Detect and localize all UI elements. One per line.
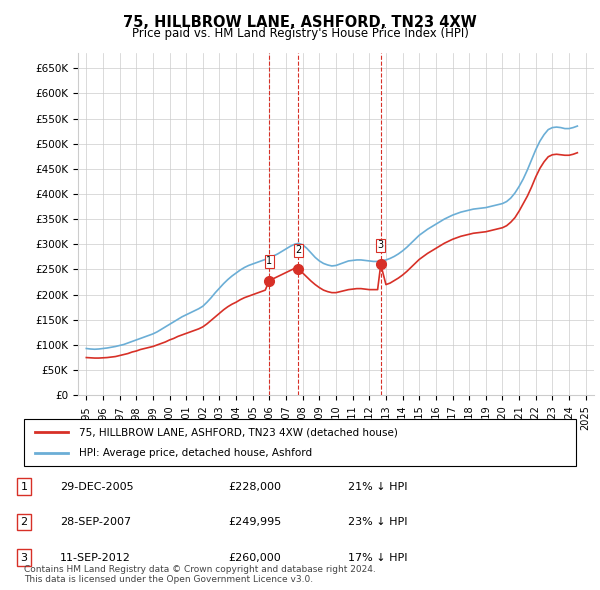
Text: 75, HILLBROW LANE, ASHFORD, TN23 4XW (detached house): 75, HILLBROW LANE, ASHFORD, TN23 4XW (de… [79, 427, 398, 437]
FancyBboxPatch shape [24, 419, 576, 466]
Text: Price paid vs. HM Land Registry's House Price Index (HPI): Price paid vs. HM Land Registry's House … [131, 27, 469, 40]
Text: 21% ↓ HPI: 21% ↓ HPI [348, 482, 407, 491]
Text: 28-SEP-2007: 28-SEP-2007 [60, 517, 131, 527]
Text: 75, HILLBROW LANE, ASHFORD, TN23 4XW: 75, HILLBROW LANE, ASHFORD, TN23 4XW [123, 15, 477, 30]
Text: 3: 3 [378, 240, 384, 250]
Text: 11-SEP-2012: 11-SEP-2012 [60, 553, 131, 562]
Text: £260,000: £260,000 [228, 553, 281, 562]
Text: HPI: Average price, detached house, Ashford: HPI: Average price, detached house, Ashf… [79, 448, 313, 458]
Text: 2: 2 [295, 245, 302, 255]
Text: 23% ↓ HPI: 23% ↓ HPI [348, 517, 407, 527]
Text: 17% ↓ HPI: 17% ↓ HPI [348, 553, 407, 562]
Text: 1: 1 [20, 482, 28, 491]
Text: 2: 2 [20, 517, 28, 527]
Text: 1: 1 [266, 257, 272, 267]
Text: 29-DEC-2005: 29-DEC-2005 [60, 482, 134, 491]
Text: 3: 3 [20, 553, 28, 562]
Text: £249,995: £249,995 [228, 517, 281, 527]
Text: Contains HM Land Registry data © Crown copyright and database right 2024.
This d: Contains HM Land Registry data © Crown c… [24, 565, 376, 584]
Text: £228,000: £228,000 [228, 482, 281, 491]
